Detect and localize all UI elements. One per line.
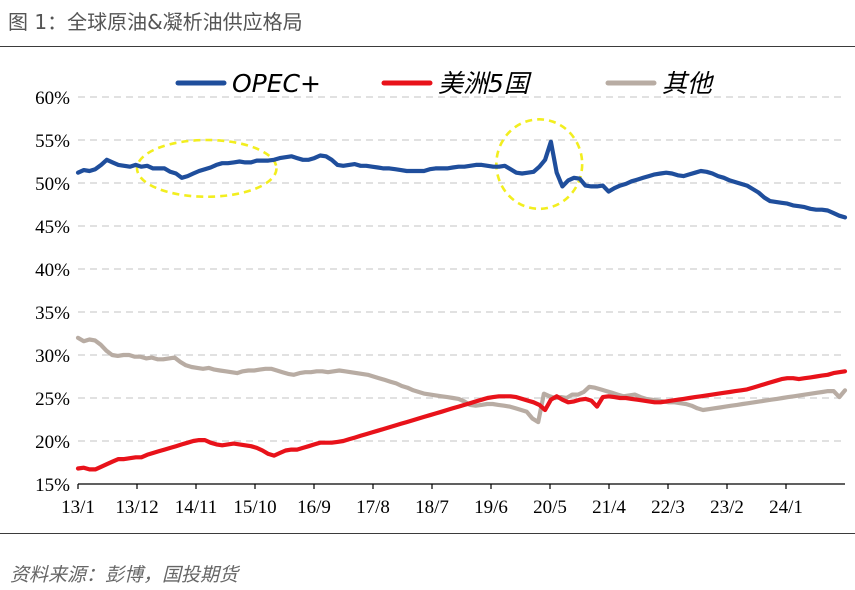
x-tick-label: 13/1 [61,497,95,518]
x-tick-label: 16/9 [297,497,331,518]
x-tick-label: 19/6 [474,497,508,518]
x-tick-label: 23/2 [710,497,744,518]
y-tick-label: 15% [35,475,70,496]
x-tick-label: 24/1 [769,497,803,518]
y-tick-label: 45% [35,217,70,238]
legend-label: OPEC+ [232,69,321,98]
highlight-ellipse [135,138,278,199]
source-note: 资料来源：彭博，国投期货 [10,564,239,586]
x-tick-label: 15/10 [233,497,276,518]
y-tick-label: 25% [35,389,70,410]
y-axis-ticks: 15% 20% 25% 30% 35% 40% 45% 50% 55% 60% [35,88,70,496]
series-line [75,335,848,425]
y-tick-label: 30% [35,346,70,367]
x-tick-label: 14/11 [175,497,218,518]
y-tick-label: 60% [35,88,70,109]
line-chart: 15% 20% 25% 30% 35% 40% 45% 50% 55% 60% 13/1 13/12… [35,69,848,518]
x-tick-label: 22/3 [651,497,685,518]
y-tick-label: 50% [35,174,70,195]
y-tick-label: 55% [35,131,70,152]
legend: OPEC+ 美洲5国 其他 [175,69,715,98]
annotation-ellipses [135,118,584,211]
x-tick-label: 17/8 [356,497,390,518]
grid-lines [78,96,845,442]
legend-label: 美洲5国 [438,69,532,98]
series-line [75,139,848,220]
legend-label: 其他 [662,69,715,98]
series-lines [75,139,848,472]
x-tick-label: 18/7 [415,497,449,518]
x-tick-label: 20/5 [533,497,567,518]
x-axis: 13/1 13/12 14/11 15/10 16/9 17/8 18/7 19/6 20/5 2… [61,483,845,518]
bottom-divider [0,533,855,534]
figure-title: 图 1：全球原油&凝析油供应格局 [8,10,303,34]
x-tick-label: 13/12 [115,497,158,518]
highlight-ellipse [495,118,584,211]
x-tick-label: 21/4 [592,497,626,518]
top-divider [0,46,855,47]
y-tick-label: 40% [35,260,70,281]
y-tick-label: 35% [35,303,70,324]
y-tick-label: 20% [35,432,70,453]
series-line [75,369,848,472]
